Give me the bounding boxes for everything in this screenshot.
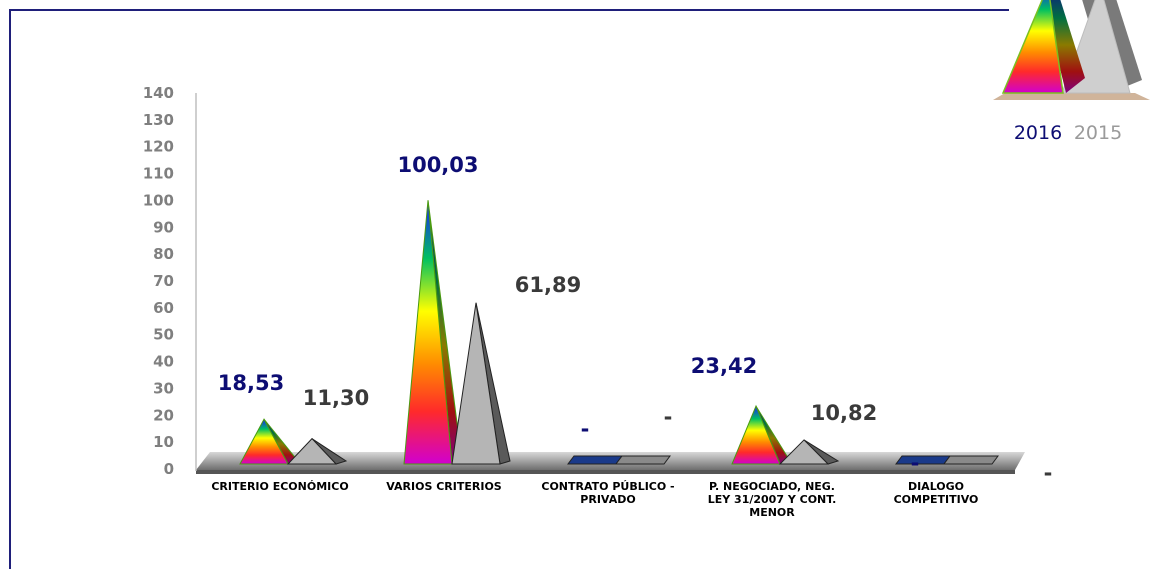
pyramid-face <box>731 404 781 465</box>
pyramid-2016-1 <box>403 200 463 465</box>
data-label-2015-3: 10,82 <box>811 401 877 425</box>
data-label-2015-1: 61,89 <box>515 273 581 297</box>
y-tick-label: 50 <box>153 326 174 344</box>
y-axis: 0 10 20 30 40 50 60 70 80 90 100 110 120 130 140 CRITER… <box>143 84 979 519</box>
legend-label-2016: 2016 <box>1014 122 1062 144</box>
pyramid-face <box>778 439 830 465</box>
pyramid-2015-0 <box>286 437 348 465</box>
y-tick-label: 20 <box>153 406 174 424</box>
legend: 2016 2015 <box>993 0 1150 144</box>
flat-mark-2016-2 <box>567 455 623 465</box>
pyramid-2015-1 <box>451 302 511 465</box>
data-label-2016-0: 18,53 <box>218 371 284 395</box>
data-label-2016-4: - <box>911 451 920 475</box>
y-tick-label: 100 <box>143 191 174 209</box>
y-tick-label: 130 <box>143 111 174 129</box>
y-tick-label: 90 <box>153 218 174 236</box>
y-tick-label: 70 <box>153 272 174 290</box>
pyramid-face <box>239 418 289 465</box>
pyramid-face <box>451 302 501 465</box>
x-tick-label: CONTRATO PÚBLICO -PRIVADO <box>541 480 674 506</box>
y-tick-label: 80 <box>153 245 174 263</box>
pyramid-2016-0 <box>239 418 299 465</box>
legend-pyramid-2016 <box>1001 0 1064 94</box>
data-label-2015-0: 11,30 <box>303 386 369 410</box>
y-tick-label: 0 <box>164 460 174 478</box>
y-tick-label: 40 <box>153 353 174 371</box>
y-tick-label: 10 <box>153 433 174 451</box>
pyramid-face <box>286 437 338 465</box>
data-label-2016-3: 23,42 <box>691 354 757 378</box>
x-tick-label: DIALOGO COMPETITIVO <box>894 480 979 506</box>
data-label-2016-2: - <box>581 417 590 441</box>
data-label-2016-1: 100,03 <box>397 153 478 177</box>
y-tick-label: 120 <box>143 138 174 156</box>
pyramid-2016-3 <box>731 404 791 465</box>
y-tick-label: 60 <box>153 299 174 317</box>
x-tick-label: VARIOS CRITERIOS <box>386 480 502 493</box>
chart-marks: 18,53 100,03 - 23,42 - 11,30 61,89 - 10,82 - <box>218 153 1053 485</box>
y-tick-label: 30 <box>153 379 174 397</box>
x-tick-label: CRITERIO ECONÓMICO <box>211 480 348 493</box>
data-label-2015-2: - <box>664 405 673 429</box>
legend-icon <box>993 0 1150 100</box>
pyramid-2015-3 <box>778 439 840 465</box>
legend-label-2015: 2015 <box>1074 122 1122 144</box>
pyramid-face <box>403 200 453 465</box>
flat-mark-2015-2 <box>615 455 671 465</box>
x-tick-label: P. NEGOCIADO, NEG. LEY 31/2007 Y CONT. MEN… <box>708 480 837 519</box>
legend-base <box>993 93 1150 100</box>
flat-mark-2016-4 <box>895 455 951 465</box>
y-tick-label: 140 <box>143 84 174 102</box>
chart-frame <box>9 9 1009 569</box>
data-label-2015-4: - <box>1044 461 1053 485</box>
floor-edge <box>196 470 1015 474</box>
y-tick-label: 110 <box>143 165 174 183</box>
flat-mark-2015-4 <box>943 455 999 465</box>
